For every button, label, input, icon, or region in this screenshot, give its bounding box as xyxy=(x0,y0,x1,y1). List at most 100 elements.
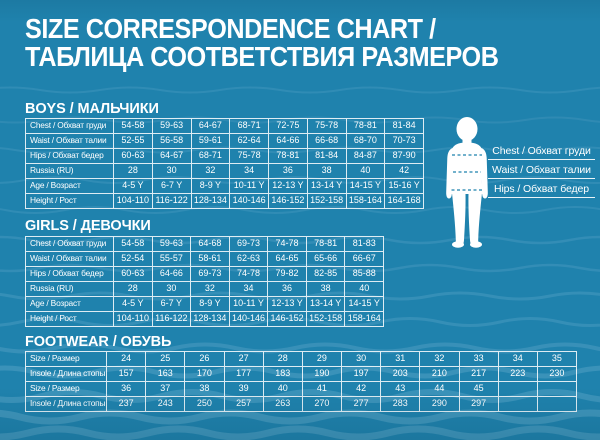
page-title-line2: ТАБЛИЦА СООТВЕТСТВИЯ РАЗМЕРОВ xyxy=(25,41,499,72)
size-cell: 62-64 xyxy=(230,134,269,149)
size-cell: 84-87 xyxy=(346,149,386,164)
size-cell: 4-5 Y xyxy=(114,179,153,194)
size-cell: 78-81 xyxy=(306,237,346,252)
wave-line xyxy=(0,342,600,354)
size-cell: 44 xyxy=(420,382,460,397)
row-label: Waist / Обхват талии xyxy=(26,134,114,149)
size-cell: 68-71 xyxy=(230,119,269,134)
size-cell: 64-67 xyxy=(152,149,192,164)
size-cell: 62-63 xyxy=(229,252,269,267)
table-row: Insole / Длина стопы 157 163 170 177 183 190 19… xyxy=(26,367,577,382)
child-body-figure xyxy=(446,117,488,248)
row-label: Insole / Длина стопы xyxy=(26,367,107,382)
wave-line xyxy=(0,365,600,379)
table-row: Size / Размер 24 25 26 27 28 29 30 31 32 33 34 35 xyxy=(26,352,577,367)
size-cell: 52-55 xyxy=(114,134,153,149)
size-cell: 79-82 xyxy=(268,267,307,282)
footwear-size-table: Size / Размер 24 25 26 27 28 29 30 31 32 33 34 35 Ins… xyxy=(25,351,577,412)
size-cell: 104-110 xyxy=(114,312,153,327)
size-cell-empty xyxy=(498,382,538,397)
row-label: Height / Рост xyxy=(26,194,114,209)
size-cell: 158-164 xyxy=(345,312,384,327)
size-cell: 30 xyxy=(152,282,192,297)
row-label: Waist / Обхват талии xyxy=(26,252,114,267)
size-cell: 104-110 xyxy=(114,194,153,209)
size-cell: 34 xyxy=(498,352,538,367)
table-row: Height / Рост 104-110 116-122 128-134 140-14… xyxy=(26,194,424,209)
row-label: Height / Рост xyxy=(26,312,114,327)
table-row: Waist / Обхват талии 52-55 56-58 59-61 62-64… xyxy=(26,134,424,149)
size-cell: 140-146 xyxy=(229,312,269,327)
size-cell: 263 xyxy=(263,397,303,412)
size-cell: 69-73 xyxy=(191,267,230,282)
size-cell: 190 xyxy=(302,367,342,382)
size-cell: 34 xyxy=(229,282,269,297)
size-cell-empty xyxy=(537,382,577,397)
size-cell: 82-85 xyxy=(306,267,346,282)
size-cell: 36 xyxy=(269,164,308,179)
wave-line xyxy=(0,409,600,425)
size-cell: 70-73 xyxy=(385,134,424,149)
size-cell: 45 xyxy=(459,382,499,397)
size-cell: 116-122 xyxy=(152,194,192,209)
size-cell: 43 xyxy=(381,382,421,397)
size-cell: 35 xyxy=(537,352,577,367)
size-cell: 42 xyxy=(385,164,424,179)
size-cell: 10-11 Y xyxy=(230,179,269,194)
size-cell: 230 xyxy=(537,367,577,382)
size-cell: 64-68 xyxy=(191,237,230,252)
size-cell: 283 xyxy=(381,397,421,412)
size-cell: 6-7 Y xyxy=(152,179,192,194)
size-cell: 13-14 Y xyxy=(306,297,346,312)
boys-size-table: Chest / Обхват груди 54-58 59-63 64-67 68-71… xyxy=(25,118,424,209)
size-cell: 41 xyxy=(302,382,342,397)
table-row: Age / Возраст 4-5 Y 6-7 Y 8-9 Y 10-11 Y 12-13… xyxy=(26,179,424,194)
wave-line xyxy=(0,317,600,327)
size-cell: 257 xyxy=(224,397,264,412)
row-label: Russia (RU) xyxy=(26,164,114,179)
size-cell: 64-66 xyxy=(152,267,192,282)
size-cell: 65-66 xyxy=(306,252,346,267)
size-cell: 81-84 xyxy=(385,119,424,134)
size-cell: 28 xyxy=(114,164,153,179)
table-row: Chest / Обхват груди 54-58 59-63 64-67 68-71… xyxy=(26,119,424,134)
page-title: SIZE CORRESPONDENCE CHART / ТАБЛИЦА СООТ… xyxy=(25,15,499,72)
size-cell: 78-81 xyxy=(346,119,386,134)
row-label: Size / Размер xyxy=(26,382,107,397)
size-cell: 197 xyxy=(342,367,382,382)
size-cell: 13-14 Y xyxy=(307,179,347,194)
size-cell: 60-63 xyxy=(114,149,153,164)
size-cell: 152-158 xyxy=(307,194,347,209)
size-cell: 140-146 xyxy=(230,194,269,209)
size-cell: 158-164 xyxy=(346,194,386,209)
size-cell: 6-7 Y xyxy=(152,297,192,312)
size-cell: 81-83 xyxy=(345,237,384,252)
size-cell: 277 xyxy=(342,397,382,412)
size-cell: 75-78 xyxy=(230,149,269,164)
wave-line xyxy=(0,291,600,301)
size-cell: 170 xyxy=(185,367,225,382)
size-cell: 28 xyxy=(114,282,153,297)
row-label: Chest / Обхват груди xyxy=(26,237,114,252)
size-cell: 25 xyxy=(146,352,186,367)
size-cell: 64-65 xyxy=(268,252,307,267)
wave-line xyxy=(0,235,600,245)
size-cell: 297 xyxy=(459,397,499,412)
size-cell: 250 xyxy=(185,397,225,412)
row-label: Age / Возраст xyxy=(26,297,114,312)
row-label: Hips / Обхват бедер xyxy=(26,149,114,164)
table-row: Age / Возраст 4-5 Y 6-7 Y 8-9 Y 10-11 Y 12-13… xyxy=(26,297,384,312)
size-cell: 69-73 xyxy=(229,237,269,252)
size-cell: 8-9 Y xyxy=(191,179,231,194)
size-cell: 59-61 xyxy=(191,134,231,149)
size-cell: 4-5 Y xyxy=(114,297,153,312)
size-cell: 39 xyxy=(224,382,264,397)
size-cell: 28 xyxy=(263,352,303,367)
size-cell: 58-61 xyxy=(191,252,230,267)
size-cell: 15-16 Y xyxy=(385,179,424,194)
table-row: Russia (RU) 28 30 32 34 36 38 40 xyxy=(26,282,384,297)
waist-measure-label: Waist / Обхват талии xyxy=(488,164,595,179)
size-cell: 8-9 Y xyxy=(191,297,230,312)
